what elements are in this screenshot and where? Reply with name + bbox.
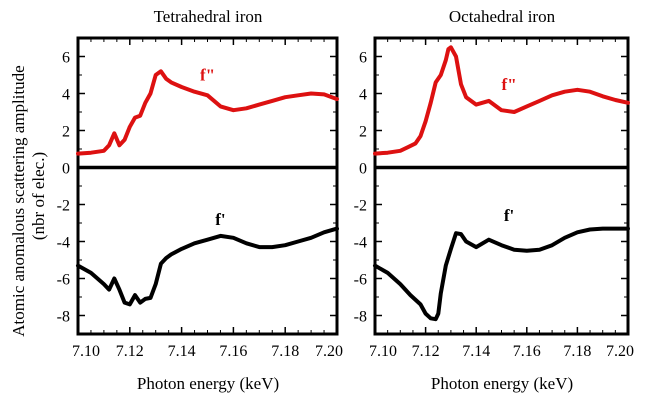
x-tick-label: 7.10 bbox=[369, 343, 397, 360]
series-line-f-prime bbox=[76, 226, 339, 307]
y-tick-label: -6 bbox=[57, 272, 70, 289]
x-tick-label: 7.16 bbox=[513, 343, 541, 360]
y-tick-label: 0 bbox=[359, 161, 367, 178]
y-tick-label: 6 bbox=[359, 50, 367, 67]
x-tick-label: 7.16 bbox=[219, 343, 247, 360]
y-axis-label: Atomic anomalous scattering amplitude (n… bbox=[9, 65, 48, 336]
x-tick-label: 7.20 bbox=[606, 343, 634, 360]
y-tick-label: -4 bbox=[354, 235, 367, 252]
y-tick-label: 2 bbox=[359, 124, 367, 141]
y-axis-label-line2: (nbr of elec.) bbox=[29, 152, 48, 240]
y-tick-label: -2 bbox=[354, 198, 367, 215]
series-annotation: f' bbox=[504, 206, 514, 225]
chart-panel-octahedral: Octahedral iron Photon energy (keV) 6 4 2 0… bbox=[354, 7, 634, 393]
x-tick-label: 7.18 bbox=[563, 343, 591, 360]
x-tick-label: 7.18 bbox=[271, 343, 299, 360]
y-tick-label: 4 bbox=[62, 87, 70, 104]
y-tick-label: 6 bbox=[62, 50, 70, 67]
series-line-f-double-prime bbox=[76, 69, 339, 156]
x-axis-label: Photon energy (keV) bbox=[137, 374, 279, 393]
chart-title: Octahedral iron bbox=[449, 7, 556, 26]
x-axis-label: Photon energy (keV) bbox=[431, 374, 573, 393]
y-tick-label: 0 bbox=[62, 161, 70, 178]
x-tick-label: 7.12 bbox=[412, 343, 440, 360]
chart-title: Tetrahedral iron bbox=[154, 7, 263, 26]
y-tick-label: -4 bbox=[57, 235, 70, 252]
x-tick-label: 7.10 bbox=[72, 343, 100, 360]
y-tick-label: 4 bbox=[359, 87, 367, 104]
x-tick-label: 7.20 bbox=[315, 343, 343, 360]
y-tick-label: -8 bbox=[354, 309, 367, 326]
series-annotation: f' bbox=[215, 210, 225, 229]
x-tick-label: 7.14 bbox=[462, 343, 490, 360]
series-line-f-prime bbox=[373, 226, 630, 322]
y-tick-label: 2 bbox=[62, 124, 70, 141]
x-tick-label: 7.14 bbox=[168, 343, 196, 360]
y-tick-label: -6 bbox=[354, 272, 367, 289]
chart-panel-tetrahedral: Tetrahedral iron Photon energy (keV) 6 4 2… bbox=[57, 7, 343, 393]
y-axis-label-line1: Atomic anomalous scattering amplitude bbox=[9, 65, 28, 336]
y-tick-label: -8 bbox=[57, 309, 70, 326]
x-tick-label: 7.12 bbox=[116, 343, 144, 360]
y-tick-label: -2 bbox=[57, 198, 70, 215]
series-line-f-double-prime bbox=[373, 45, 630, 156]
series-annotation: f" bbox=[200, 66, 215, 85]
series-annotation: f" bbox=[502, 75, 517, 94]
